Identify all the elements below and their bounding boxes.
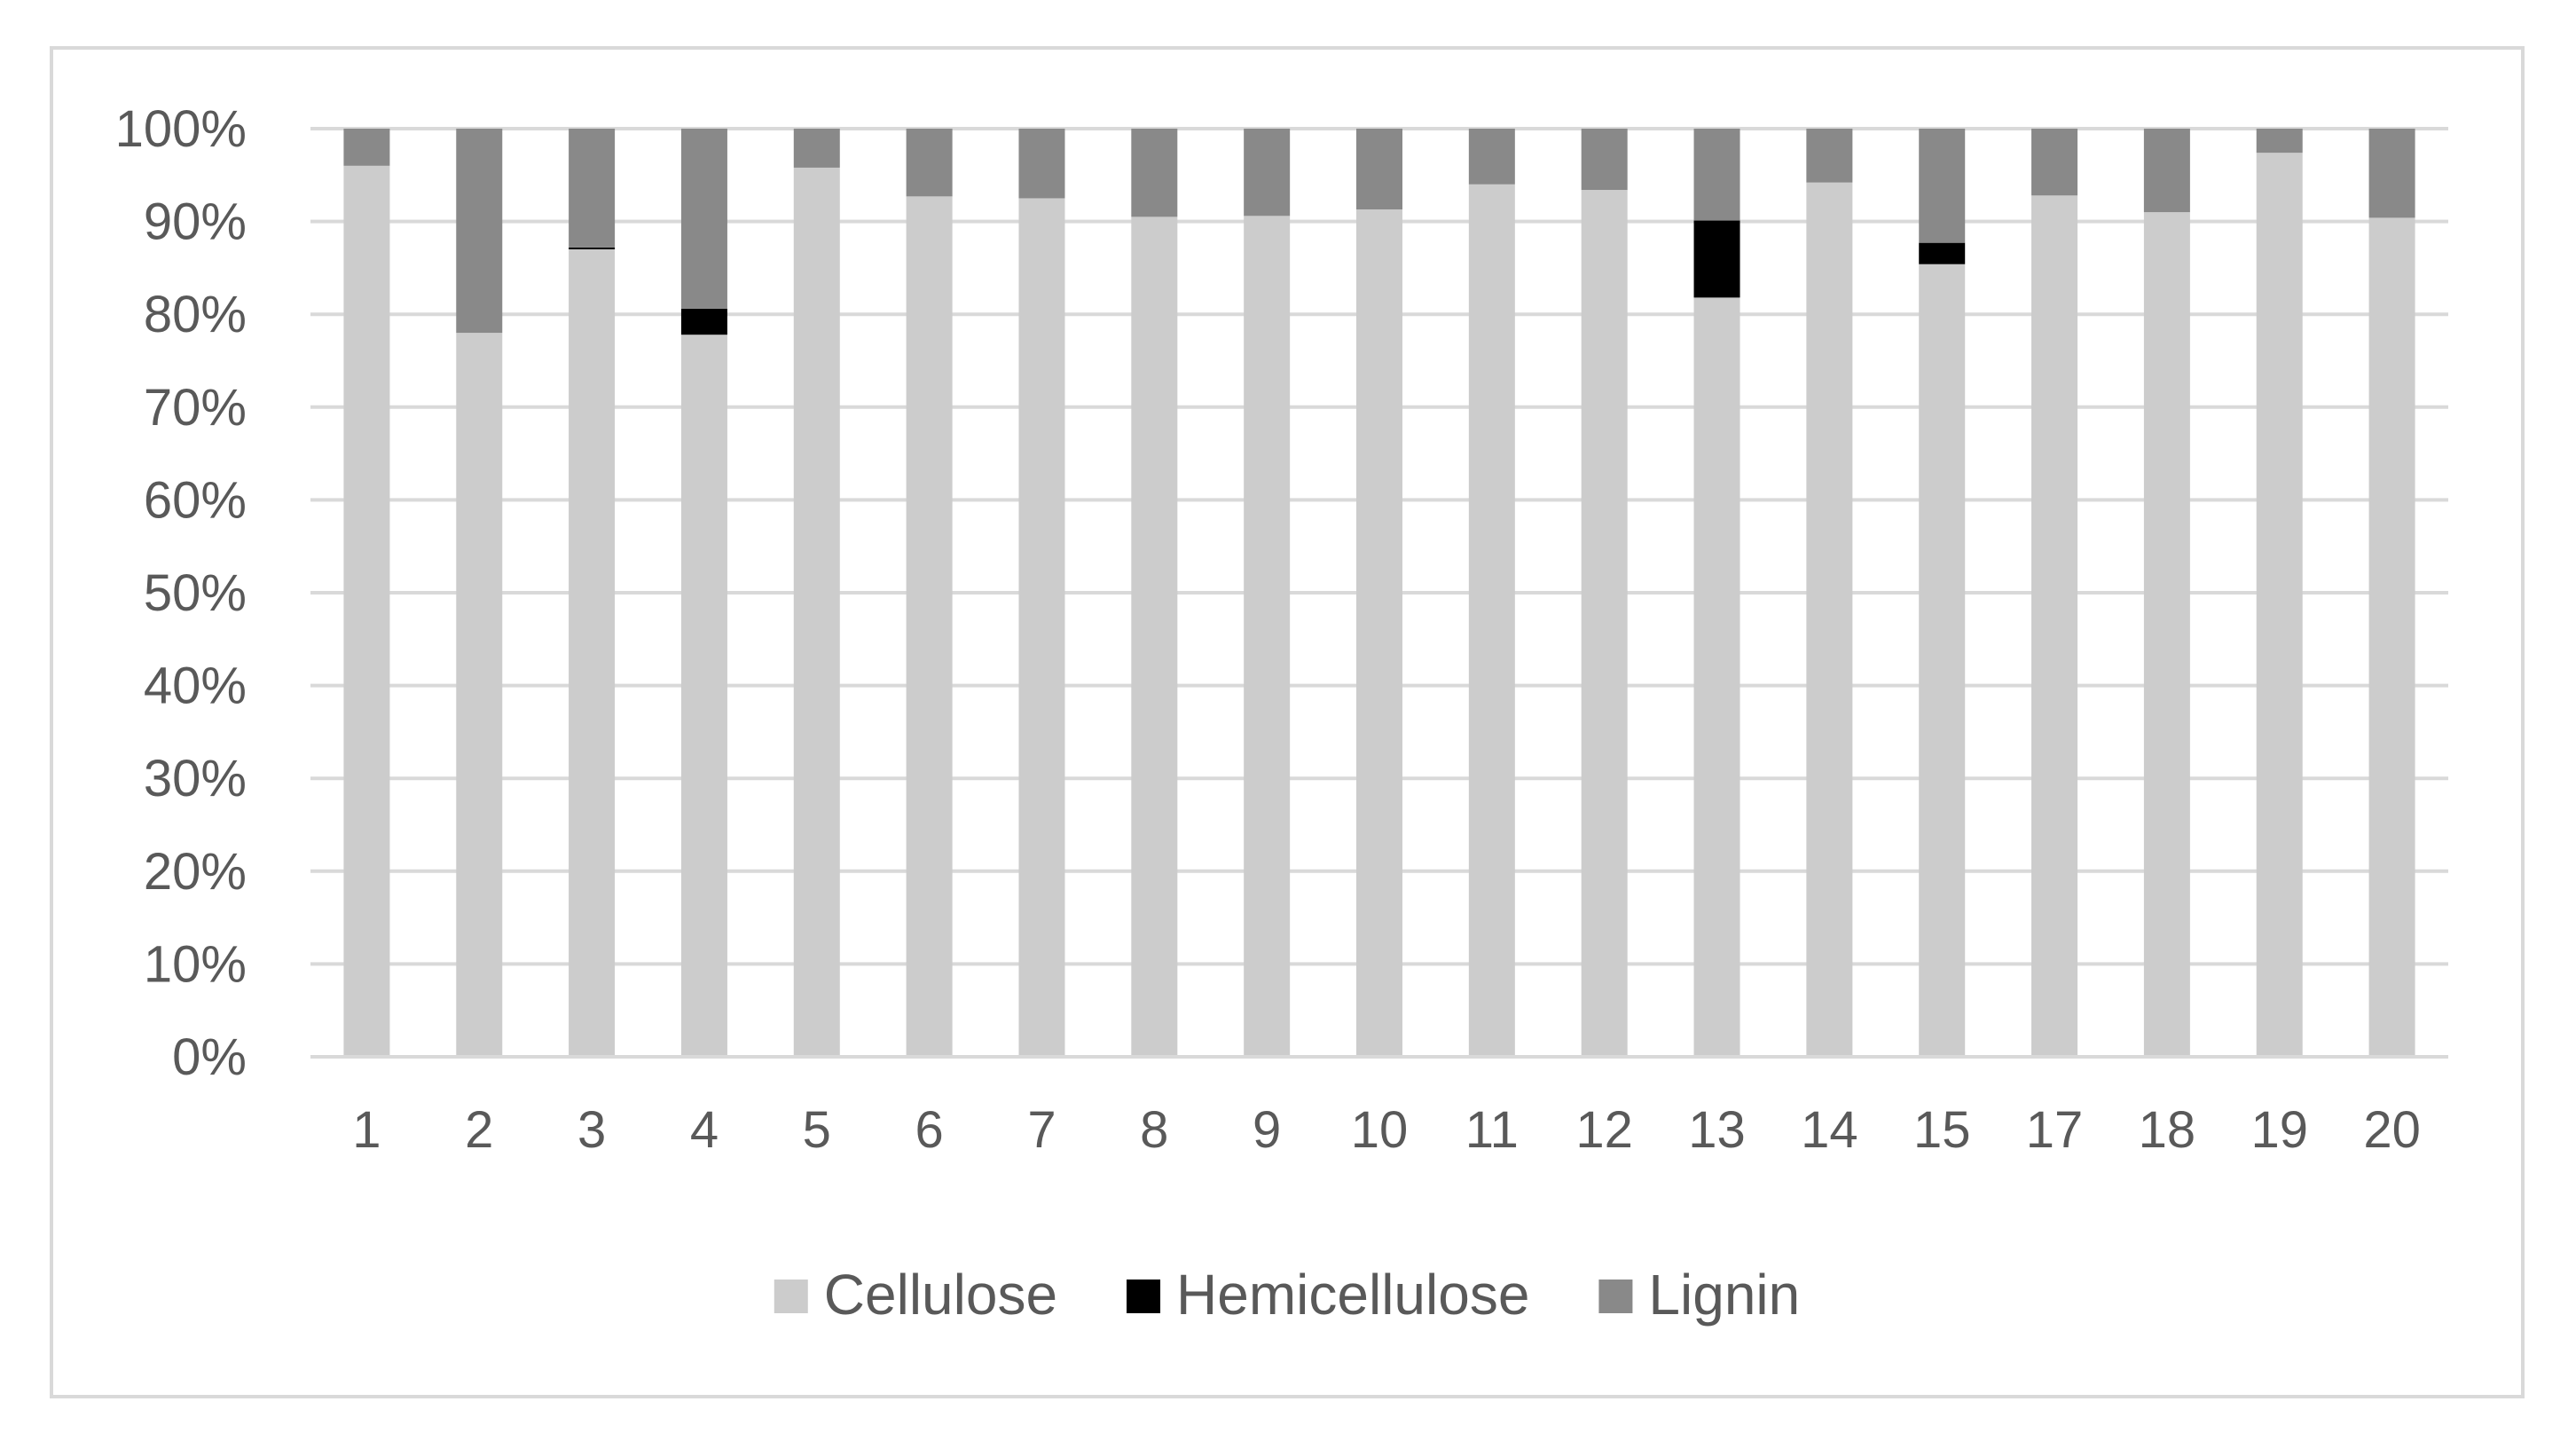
bar-segment-lignin-8 [1131, 129, 1178, 217]
x-tick-label: 12 [1575, 1101, 1633, 1159]
x-tick-label: 20 [2363, 1101, 2421, 1159]
bar-segment-cellulose-13 [1693, 297, 1740, 1057]
bar-segment-lignin-4 [680, 129, 727, 309]
bar-segment-lignin-12 [1581, 129, 1628, 191]
bar-segment-cellulose-14 [1806, 182, 1853, 1058]
bar-segment-lignin-7 [1018, 129, 1065, 199]
bar-segment-cellulose-19 [2256, 153, 2303, 1058]
bar-segment-hemicellulose-15 [1919, 242, 1966, 264]
bar-segment-cellulose-17 [2031, 195, 2078, 1057]
x-tick-label: 1 [352, 1101, 381, 1159]
x-tick-label: 11 [1465, 1101, 1519, 1159]
bar-segment-lignin-14 [1806, 129, 1853, 183]
x-tick-label: 5 [803, 1101, 831, 1159]
y-tick-label: 50% [144, 564, 247, 622]
y-tick-label: 70% [144, 379, 247, 437]
x-tick-label: 4 [690, 1101, 719, 1159]
bar-segment-cellulose-15 [1919, 264, 1966, 1057]
bar-segment-cellulose-3 [569, 248, 616, 1057]
bar-segment-hemicellulose-3 [569, 247, 616, 249]
bar-segment-cellulose-20 [2368, 217, 2415, 1057]
x-tick-label: 7 [1027, 1101, 1056, 1159]
x-tick-label: 13 [1688, 1101, 1746, 1159]
y-tick-label: 10% [144, 935, 247, 993]
x-tick-label: 14 [1801, 1101, 1858, 1159]
legend-swatch-hemicellulose [1127, 1280, 1161, 1313]
bar-segment-cellulose-5 [793, 167, 840, 1057]
legend-swatch-cellulose [774, 1280, 808, 1313]
legend-label-cellulose: Cellulose [824, 1263, 1057, 1327]
y-tick-label: 20% [144, 843, 247, 901]
bar-segment-cellulose-11 [1468, 184, 1515, 1057]
bar-segment-lignin-5 [793, 129, 840, 168]
legend-swatch-lignin [1598, 1280, 1633, 1313]
bar-segment-hemicellulose-13 [1693, 220, 1740, 298]
x-tick-label: 18 [2139, 1101, 2196, 1159]
bar-segment-lignin-19 [2256, 129, 2303, 154]
legend: Cellulose Hemicellulose Lignin [774, 1263, 1800, 1327]
bar-segment-lignin-13 [1693, 129, 1740, 221]
bar-segment-lignin-6 [906, 129, 953, 197]
stacked-bar-chart: 0%10%20%30%40%50%60%70%80%90%100%1 2 3 4 5 6 7… [115, 100, 2448, 1327]
bar-segment-cellulose-12 [1581, 190, 1628, 1057]
bars [343, 129, 2415, 1058]
y-tick-label: 40% [144, 658, 247, 715]
x-tick-label: 19 [2250, 1101, 2308, 1159]
bar-segment-lignin-3 [569, 129, 616, 248]
bar-segment-lignin-2 [456, 129, 503, 334]
x-tick-label: 15 [1913, 1101, 1971, 1159]
y-tick-label: 100% [115, 100, 247, 158]
x-tick-label: 3 [577, 1101, 606, 1159]
bar-segment-lignin-18 [2143, 129, 2190, 213]
y-tick-label: 0% [172, 1028, 247, 1086]
x-tick-label: 2 [465, 1101, 493, 1159]
bar-segment-lignin-10 [1356, 129, 1402, 210]
bar-segment-cellulose-1 [343, 165, 390, 1058]
y-tick-label: 30% [144, 750, 247, 807]
bar-segment-cellulose-7 [1018, 198, 1065, 1057]
bar-segment-cellulose-4 [680, 335, 727, 1057]
y-tick-label: 90% [144, 193, 247, 251]
bar-segment-cellulose-18 [2143, 212, 2190, 1057]
bar-segment-lignin-9 [1244, 129, 1291, 217]
bar-segment-lignin-17 [2031, 129, 2078, 196]
bar-segment-cellulose-2 [456, 333, 503, 1057]
bar-segment-hemicellulose-4 [680, 308, 727, 335]
x-tick-label: 6 [915, 1101, 943, 1159]
y-tick-label: 60% [144, 471, 247, 529]
bar-segment-lignin-1 [343, 129, 390, 166]
legend-label-hemicellulose: Hemicellulose [1176, 1263, 1529, 1327]
x-tick-label: 10 [1351, 1101, 1409, 1159]
y-tick-label: 80% [144, 286, 247, 343]
x-tick-label: 17 [2026, 1101, 2084, 1159]
x-tick-label: 8 [1140, 1101, 1168, 1159]
bar-segment-cellulose-8 [1131, 217, 1178, 1057]
bar-segment-cellulose-10 [1356, 209, 1402, 1057]
axes: 0%10%20%30%40%50%60%70%80%90%100%1 2 3 4 5 6 7… [115, 100, 2448, 1159]
legend-label-lignin: Lignin [1648, 1263, 1800, 1327]
bar-segment-cellulose-6 [906, 196, 953, 1057]
bar-segment-lignin-20 [2368, 129, 2415, 218]
x-tick-label: 9 [1253, 1101, 1281, 1159]
bar-segment-lignin-11 [1468, 129, 1515, 185]
chart-frame: 0% 10% 20% 30% 40% 50% 60% 70% 80% 90% 100% 1 2 3 4 5 6 7… [50, 46, 2525, 1398]
bar-segment-lignin-15 [1919, 129, 1966, 243]
bar-segment-cellulose-9 [1244, 216, 1291, 1058]
